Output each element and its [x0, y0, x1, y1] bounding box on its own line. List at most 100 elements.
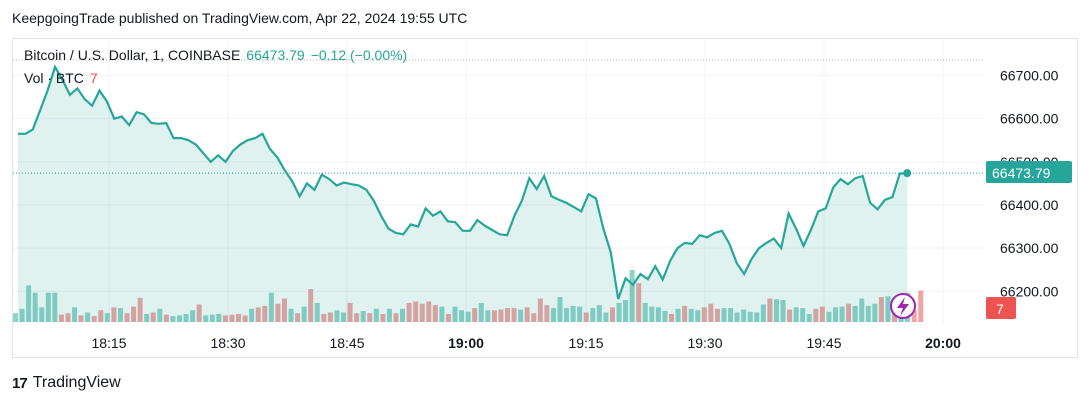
volume-bar [537, 298, 543, 322]
volume-bar [636, 283, 642, 322]
time-tick-label: 18:15 [91, 335, 126, 351]
volume-bar [544, 305, 550, 322]
volume-bar [872, 303, 878, 322]
volume-bar [701, 307, 707, 322]
volume-bar [498, 309, 504, 322]
volume-bar [321, 313, 327, 322]
volume-bar [773, 299, 779, 322]
volume-bar [734, 312, 740, 322]
volume-bar [806, 313, 812, 322]
volume-bar [406, 302, 412, 322]
volume-bar [124, 313, 130, 322]
volume-bar [295, 313, 301, 322]
volume-bar [196, 304, 202, 322]
volume-bar [334, 310, 340, 322]
volume-bar [308, 289, 314, 322]
volume-bar [445, 313, 451, 322]
volume-bar [609, 307, 615, 322]
volume-bar [839, 306, 845, 322]
volume-bar [452, 306, 458, 322]
volume-bar [354, 313, 360, 322]
tradingview-brand[interactable]: 17 TradingView [12, 374, 121, 392]
volume-bars [13, 270, 924, 322]
volume-bar [800, 308, 806, 322]
volume-bar [695, 310, 701, 322]
volume-bar [623, 300, 629, 322]
volume-legend[interactable]: Vol · BTC 7 [24, 70, 98, 86]
volume-bar [564, 308, 570, 322]
volume-bar [144, 313, 150, 322]
volume-bar [85, 312, 91, 322]
last-volume-label: 7 [986, 297, 1016, 319]
volume-bar [52, 292, 58, 322]
volume-bar [767, 298, 773, 322]
volume-bar [754, 312, 760, 322]
tradingview-logo-icon: 17 [12, 374, 28, 392]
grid-lines [13, 40, 985, 326]
volume-bar [819, 306, 825, 322]
volume-bar [170, 316, 176, 322]
volume-bar [596, 305, 602, 322]
volume-bar [708, 303, 714, 322]
volume-bar [426, 301, 432, 322]
volume-label: Vol · BTC [24, 70, 84, 86]
volume-bar [78, 315, 84, 322]
brand-name: TradingView [32, 374, 121, 391]
volume-bar [655, 307, 661, 322]
volume-bar [642, 302, 648, 322]
price-tick-label: 66200.00 [1000, 283, 1059, 299]
volume-bar [111, 307, 117, 322]
volume-bar [249, 308, 255, 322]
volume-bar [131, 306, 137, 322]
time-tick-label: 19:15 [568, 335, 603, 351]
volume-bar [58, 314, 64, 322]
volume-bar [229, 314, 235, 322]
volume-bar [236, 313, 242, 322]
volume-bar [190, 310, 196, 322]
volume-bar [104, 313, 110, 322]
volume-bar [26, 285, 32, 322]
legend-change: −0.12 (−0.00%) [310, 47, 408, 63]
volume-bar [327, 312, 333, 322]
symbol-label[interactable]: Bitcoin / U.S. Dollar, 1, COINBASE [24, 47, 241, 63]
volume-bar [859, 298, 865, 322]
volume-bar [760, 304, 766, 322]
last-price-dot [903, 169, 912, 178]
volume-bar [341, 312, 346, 322]
volume-bar [747, 311, 753, 322]
volume-bar [72, 307, 78, 322]
volume-bar [150, 312, 156, 322]
volume-bar [616, 302, 622, 322]
volume-bar [163, 314, 169, 322]
volume-bar [846, 303, 852, 322]
volume-bar [688, 308, 694, 322]
volume-bar [590, 308, 596, 322]
volume-bar [314, 302, 320, 322]
volume-bar [918, 290, 924, 322]
volume-bar [491, 310, 497, 322]
volume-bar [570, 305, 576, 322]
volume-bar [367, 313, 373, 322]
volume-bar [32, 292, 38, 322]
chart-frame [12, 38, 1078, 358]
volume-bar [19, 308, 25, 322]
volume-bar [183, 313, 189, 322]
volume-bar [216, 313, 222, 322]
volume-bar [629, 270, 635, 322]
price-line [18, 64, 908, 300]
volume-bar [557, 297, 563, 322]
volume-bar [275, 303, 281, 322]
volume-bar [649, 306, 655, 322]
volume-bar [209, 314, 215, 322]
volume-bar [255, 307, 261, 322]
volume-bar [780, 300, 786, 322]
lightning-icon[interactable] [890, 293, 916, 319]
price-tick-label: 66400.00 [1000, 197, 1059, 213]
volume-bar [465, 311, 471, 322]
volume-bar [662, 311, 668, 322]
legend-price: 66473.79 [246, 47, 305, 63]
volume-bar [787, 309, 793, 322]
volume-bar [360, 311, 366, 322]
time-tick-label: 19:45 [806, 335, 841, 351]
